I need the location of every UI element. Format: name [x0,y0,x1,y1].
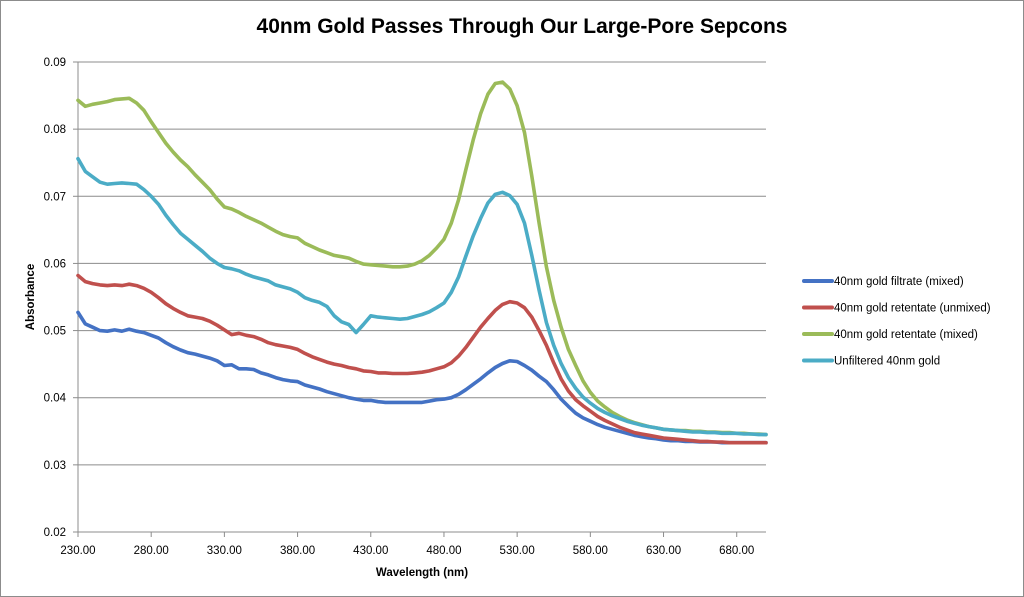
y-tick-label: 0.04 [44,393,67,405]
y-tick-label: 0.09 [44,57,66,69]
x-tick-label: 680.00 [719,545,754,557]
legend-entry: 40nm gold filtrate (mixed) [834,276,964,288]
y-tick-label: 0.03 [44,460,66,472]
x-tick-label: 280.00 [134,545,169,557]
x-tick-label: 430.00 [353,545,388,557]
y-axis-label: Absorbance [25,264,37,330]
x-tick-label: 480.00 [426,545,461,557]
x-tick-label: 530.00 [500,545,535,557]
series-lines [76,80,768,445]
y-tick-label: 0.07 [44,191,66,203]
y-tick-label: 0.06 [44,258,66,270]
x-tick-label: 230.00 [60,545,95,557]
legend: 40nm gold filtrate (mixed) 40nm gold rete… [802,276,991,368]
y-tick-label: 0.02 [44,527,66,539]
gridlines [78,61,766,466]
y-tick-labels: 0.02 0.03 0.04 0.05 0.06 0.07 0.08 0.09 [44,57,67,539]
x-tick-labels: 230.00 280.00 330.00 380.00 430.00 480.00 530.… [60,545,754,557]
x-axis-label: Wavelength (nm) [376,567,468,579]
chart-title: 40nm Gold Passes Through Our Large-Pore … [256,15,788,38]
x-tick-label: 630.00 [646,545,681,557]
series-line-1 [76,310,768,445]
legend-entry: 40nm gold retentate (mixed) [834,329,978,341]
legend-entry: 40nm gold retentate (unmixed) [834,303,991,315]
x-tick-label: 330.00 [207,545,242,557]
y-tick-label: 0.08 [44,124,66,136]
series-line-3 [76,80,768,437]
y-tick-label: 0.05 [44,326,66,338]
series-line-4 [76,156,768,437]
series-line-2 [76,273,768,445]
x-tick-label: 580.00 [573,545,608,557]
legend-entry: Unfiltered 40nm gold [834,356,940,368]
axes [73,61,766,537]
x-tick-label: 380.00 [280,545,315,557]
